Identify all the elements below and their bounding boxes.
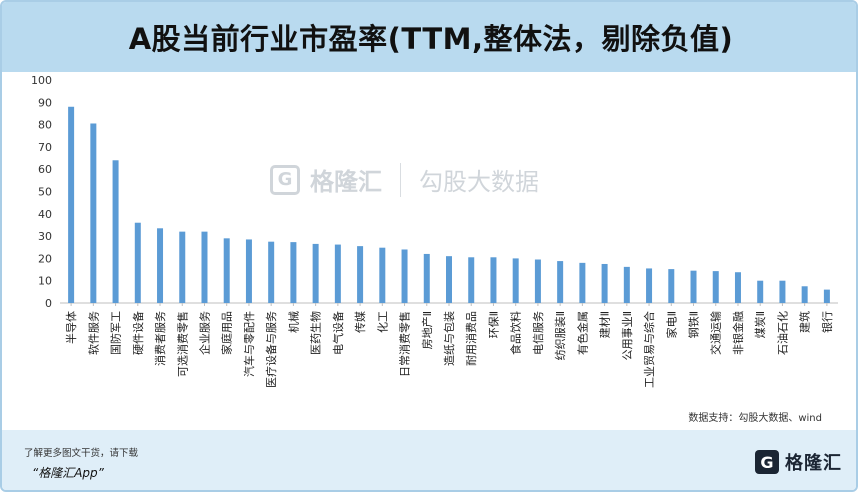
bar (468, 257, 475, 303)
y-tick-label: 0 (45, 297, 52, 310)
bar (823, 289, 830, 303)
brand-g-icon: G (755, 450, 779, 474)
y-tick-label: 20 (38, 252, 52, 265)
watermark-logo-icon: G (270, 164, 300, 195)
watermark-brand: 格隆汇 (310, 168, 382, 196)
bar (623, 266, 630, 303)
y-tick-label: 50 (38, 186, 52, 199)
y-tick-label: 100 (31, 74, 52, 87)
x-tick-label: 汽车与零配件 (242, 311, 256, 377)
bar (201, 231, 208, 303)
x-tick-label: 耐用消费品 (464, 311, 478, 366)
bar (690, 270, 697, 303)
y-tick-label: 90 (38, 96, 52, 109)
x-tick-label: 银行 (820, 311, 834, 333)
bar (357, 246, 364, 303)
x-tick-label: 煤炭Ⅱ (754, 311, 767, 338)
watermark-partner: 勾股大数据 (419, 168, 539, 196)
bar (379, 247, 386, 303)
y-tick-label: 10 (38, 275, 52, 288)
title-bar (2, 2, 856, 72)
bar (401, 249, 408, 303)
x-tick-label: 建材Ⅱ (598, 311, 612, 338)
bar (290, 242, 297, 303)
chart-title: A股当前行业市盈率(TTM,整体法，剔除负值) (128, 22, 734, 56)
x-tick-label: 交通运输 (709, 311, 723, 355)
bar (334, 244, 341, 303)
y-tick-label: 60 (38, 163, 52, 176)
x-tick-label: 纺织服装Ⅱ (553, 311, 567, 360)
y-tick-label: 80 (38, 119, 52, 132)
bar (712, 271, 719, 303)
bar (801, 286, 808, 303)
bar (312, 243, 319, 303)
x-tick-label: 环保Ⅱ (486, 311, 500, 338)
bar (68, 106, 75, 303)
y-tick-label: 40 (38, 208, 52, 221)
bar (157, 228, 164, 303)
footer-app-name: “格隆汇App” (32, 466, 104, 480)
bar (223, 238, 230, 303)
x-tick-label: 家庭用品 (220, 311, 234, 355)
brand-name: 格隆汇 (785, 453, 842, 474)
bar (512, 258, 519, 303)
footer-hint: 了解更多图文干货，请下载 (24, 448, 139, 459)
x-tick-label: 公用事业Ⅱ (621, 311, 634, 360)
x-tick-label: 消费者服务 (153, 311, 167, 366)
chart-area (2, 72, 856, 430)
y-tick-label: 70 (38, 141, 52, 154)
bar (646, 268, 653, 303)
x-tick-label: 化工 (375, 311, 389, 333)
bar (245, 239, 252, 303)
bar (268, 241, 275, 303)
bar (668, 269, 675, 303)
bar (112, 160, 119, 303)
x-tick-label: 软件服务 (86, 311, 100, 355)
bar (179, 231, 186, 303)
watermark: G 格隆汇 勾股大数据 (270, 162, 539, 197)
watermark-divider (400, 162, 401, 197)
x-tick-label: 钢铁Ⅱ (688, 311, 701, 338)
x-tick-label: 国防军工 (109, 311, 123, 355)
x-tick-label: 机械 (286, 311, 300, 333)
x-tick-label: 有色金属 (575, 311, 589, 355)
x-tick-label: 可选消费零售 (175, 311, 189, 377)
bar (601, 263, 608, 303)
x-tick-label: 食品饮料 (509, 311, 523, 355)
bar (534, 259, 541, 303)
x-tick-label: 房地产Ⅱ (420, 311, 434, 349)
x-tick-label: 医疗设备与服务 (264, 311, 278, 388)
bar (757, 280, 764, 303)
bar (446, 256, 452, 303)
x-tick-label: 造纸与包装 (442, 311, 456, 366)
x-tick-label: 工业贸易与综合 (642, 311, 656, 388)
footer (2, 430, 856, 490)
x-tick-label: 电信服务 (532, 311, 545, 355)
bar (557, 261, 564, 303)
x-tick-label: 日常消费零售 (398, 311, 412, 377)
bar (734, 272, 741, 303)
bar (579, 262, 586, 303)
x-tick-label: 非银金融 (731, 311, 745, 355)
bar (134, 222, 141, 303)
x-tick-label: 电气设备 (331, 311, 345, 355)
bar (490, 257, 497, 303)
bar-chart: 0 10 20 30 40 50 60 70 80 90 100 半导体 软件服务 国防军工 硬件设备 消费者… (31, 74, 838, 388)
x-tick-label: 家电Ⅱ (664, 311, 678, 338)
x-tick-label: 建筑 (798, 311, 812, 333)
bar (423, 253, 430, 303)
x-tick-label: 半导体 (64, 311, 78, 344)
y-tick-label: 30 (38, 230, 52, 243)
bar (90, 123, 97, 303)
x-tick-label: 企业服务 (197, 311, 211, 355)
bar (779, 280, 786, 303)
x-tick-label: 传媒 (354, 311, 367, 333)
x-tick-label: 石油石化 (775, 311, 789, 355)
x-tick-label: 硬件设备 (131, 311, 145, 355)
x-tick-label: 医药生物 (309, 311, 323, 355)
data-source: 数据支持：勾股大数据、wind (688, 413, 822, 424)
brand-logo: G 格隆汇 (755, 449, 842, 475)
